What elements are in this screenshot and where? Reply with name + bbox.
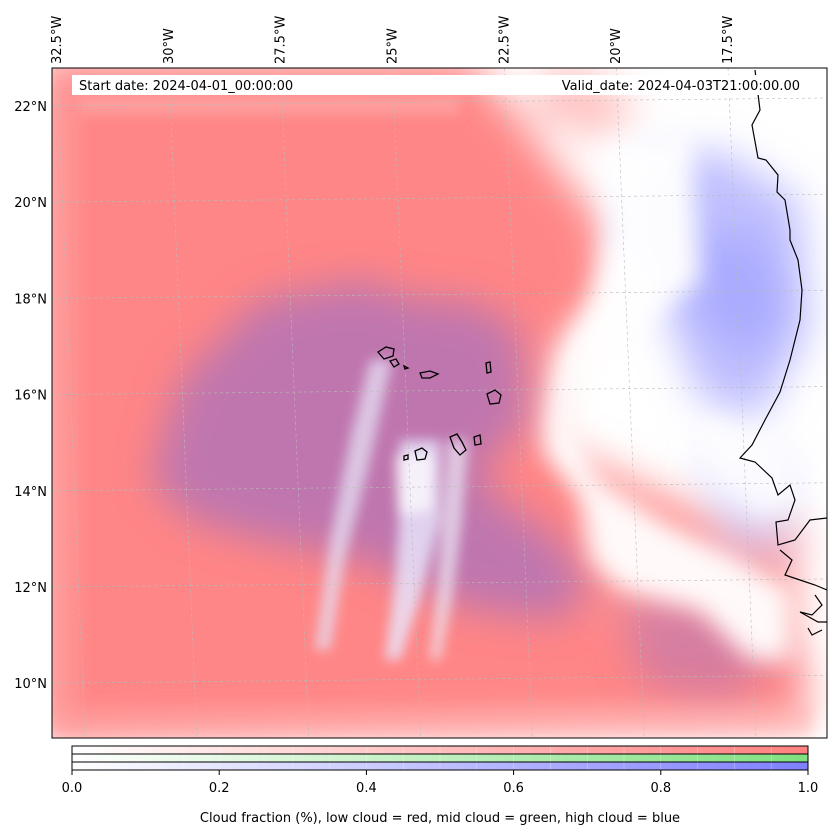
- longitude-tick-label: 30°W: [162, 28, 177, 64]
- high-cloud-layer: [150, 150, 810, 700]
- island-boa-vista: [486, 389, 502, 405]
- latitude-labels: 22°N 20°N 18°N 16°N 14°N 12°N 10°N: [14, 100, 47, 692]
- africa-coastline: [738, 69, 827, 636]
- latitude-tick-label: 22°N: [14, 100, 47, 115]
- domain-edge: [52, 70, 812, 735]
- graticule: [52, 68, 827, 738]
- island-sao-vicente: [388, 358, 400, 368]
- map-border: [51, 67, 828, 739]
- meridian-line: [280, 68, 309, 738]
- island-sal: [485, 361, 492, 374]
- island-sao-nicolau: [419, 370, 440, 379]
- island-santa-luzia: [402, 364, 410, 370]
- start-date-label: Start date: 2024-04-01_00:00:00: [79, 79, 293, 94]
- latitude-tick-label: 14°N: [14, 485, 47, 500]
- latitude-tick-label: 20°N: [14, 196, 47, 211]
- island-fogo: [414, 447, 428, 461]
- colorbar-tick-label: 0.2: [209, 781, 230, 796]
- longitude-tick-label: 17.5°W: [721, 16, 736, 64]
- longitude-tick-label: 22.5°W: [497, 16, 512, 64]
- colorbar-title: Cloud fraction (%), low cloud = red, mid…: [200, 811, 680, 826]
- longitude-tick-label: 25°W: [386, 28, 401, 64]
- map-panel: Start date: 2024-04-01_00:00:00 Valid_da…: [52, 68, 827, 738]
- meridian-line: [504, 68, 533, 738]
- colorbar-border: [71, 745, 809, 771]
- meridian-line: [727, 68, 757, 738]
- colorbar-tick-label: 0.0: [62, 781, 83, 796]
- island-maio: [473, 434, 482, 446]
- island-santo-antao: [377, 346, 395, 360]
- latitude-tick-label: 18°N: [14, 292, 47, 307]
- longitude-tick-label: 27.5°W: [274, 16, 289, 64]
- valid-date-label: Valid_date: 2024-04-03T21:00:00.00: [562, 79, 800, 94]
- longitude-tick-label: 20°W: [609, 28, 624, 64]
- colorbar-tick-label: 0.6: [503, 781, 524, 796]
- meridian-line: [56, 68, 86, 738]
- cabo-verde-islands: [377, 346, 502, 461]
- longitude-labels: 32.5°W 30°W 27.5°W 25°W 22.5°W 20°W 17.5°W: [50, 16, 736, 64]
- longitude-tick-label: 32.5°W: [50, 16, 65, 64]
- colorbar-tick-label: 0.4: [356, 781, 377, 796]
- colorbar-ticks: 0.0 0.2 0.4 0.6 0.8 1.0: [62, 770, 819, 796]
- colorbar-tick-label: 1.0: [798, 781, 819, 796]
- island-brava: [403, 454, 409, 461]
- island-santiago: [449, 433, 467, 456]
- meridian-line: [168, 68, 198, 738]
- meridian-line: [392, 68, 421, 738]
- latitude-tick-label: 16°N: [14, 389, 47, 404]
- colorbar: 0.0 0.2 0.4 0.6 0.8 1.0 Cloud fraction (%), l…: [62, 745, 819, 826]
- meridian-line: [615, 68, 645, 738]
- date-banner: [72, 75, 808, 95]
- latitude-tick-label: 12°N: [14, 581, 47, 596]
- colorbar-tick-label: 0.8: [650, 781, 671, 796]
- latitude-tick-label: 10°N: [14, 677, 47, 692]
